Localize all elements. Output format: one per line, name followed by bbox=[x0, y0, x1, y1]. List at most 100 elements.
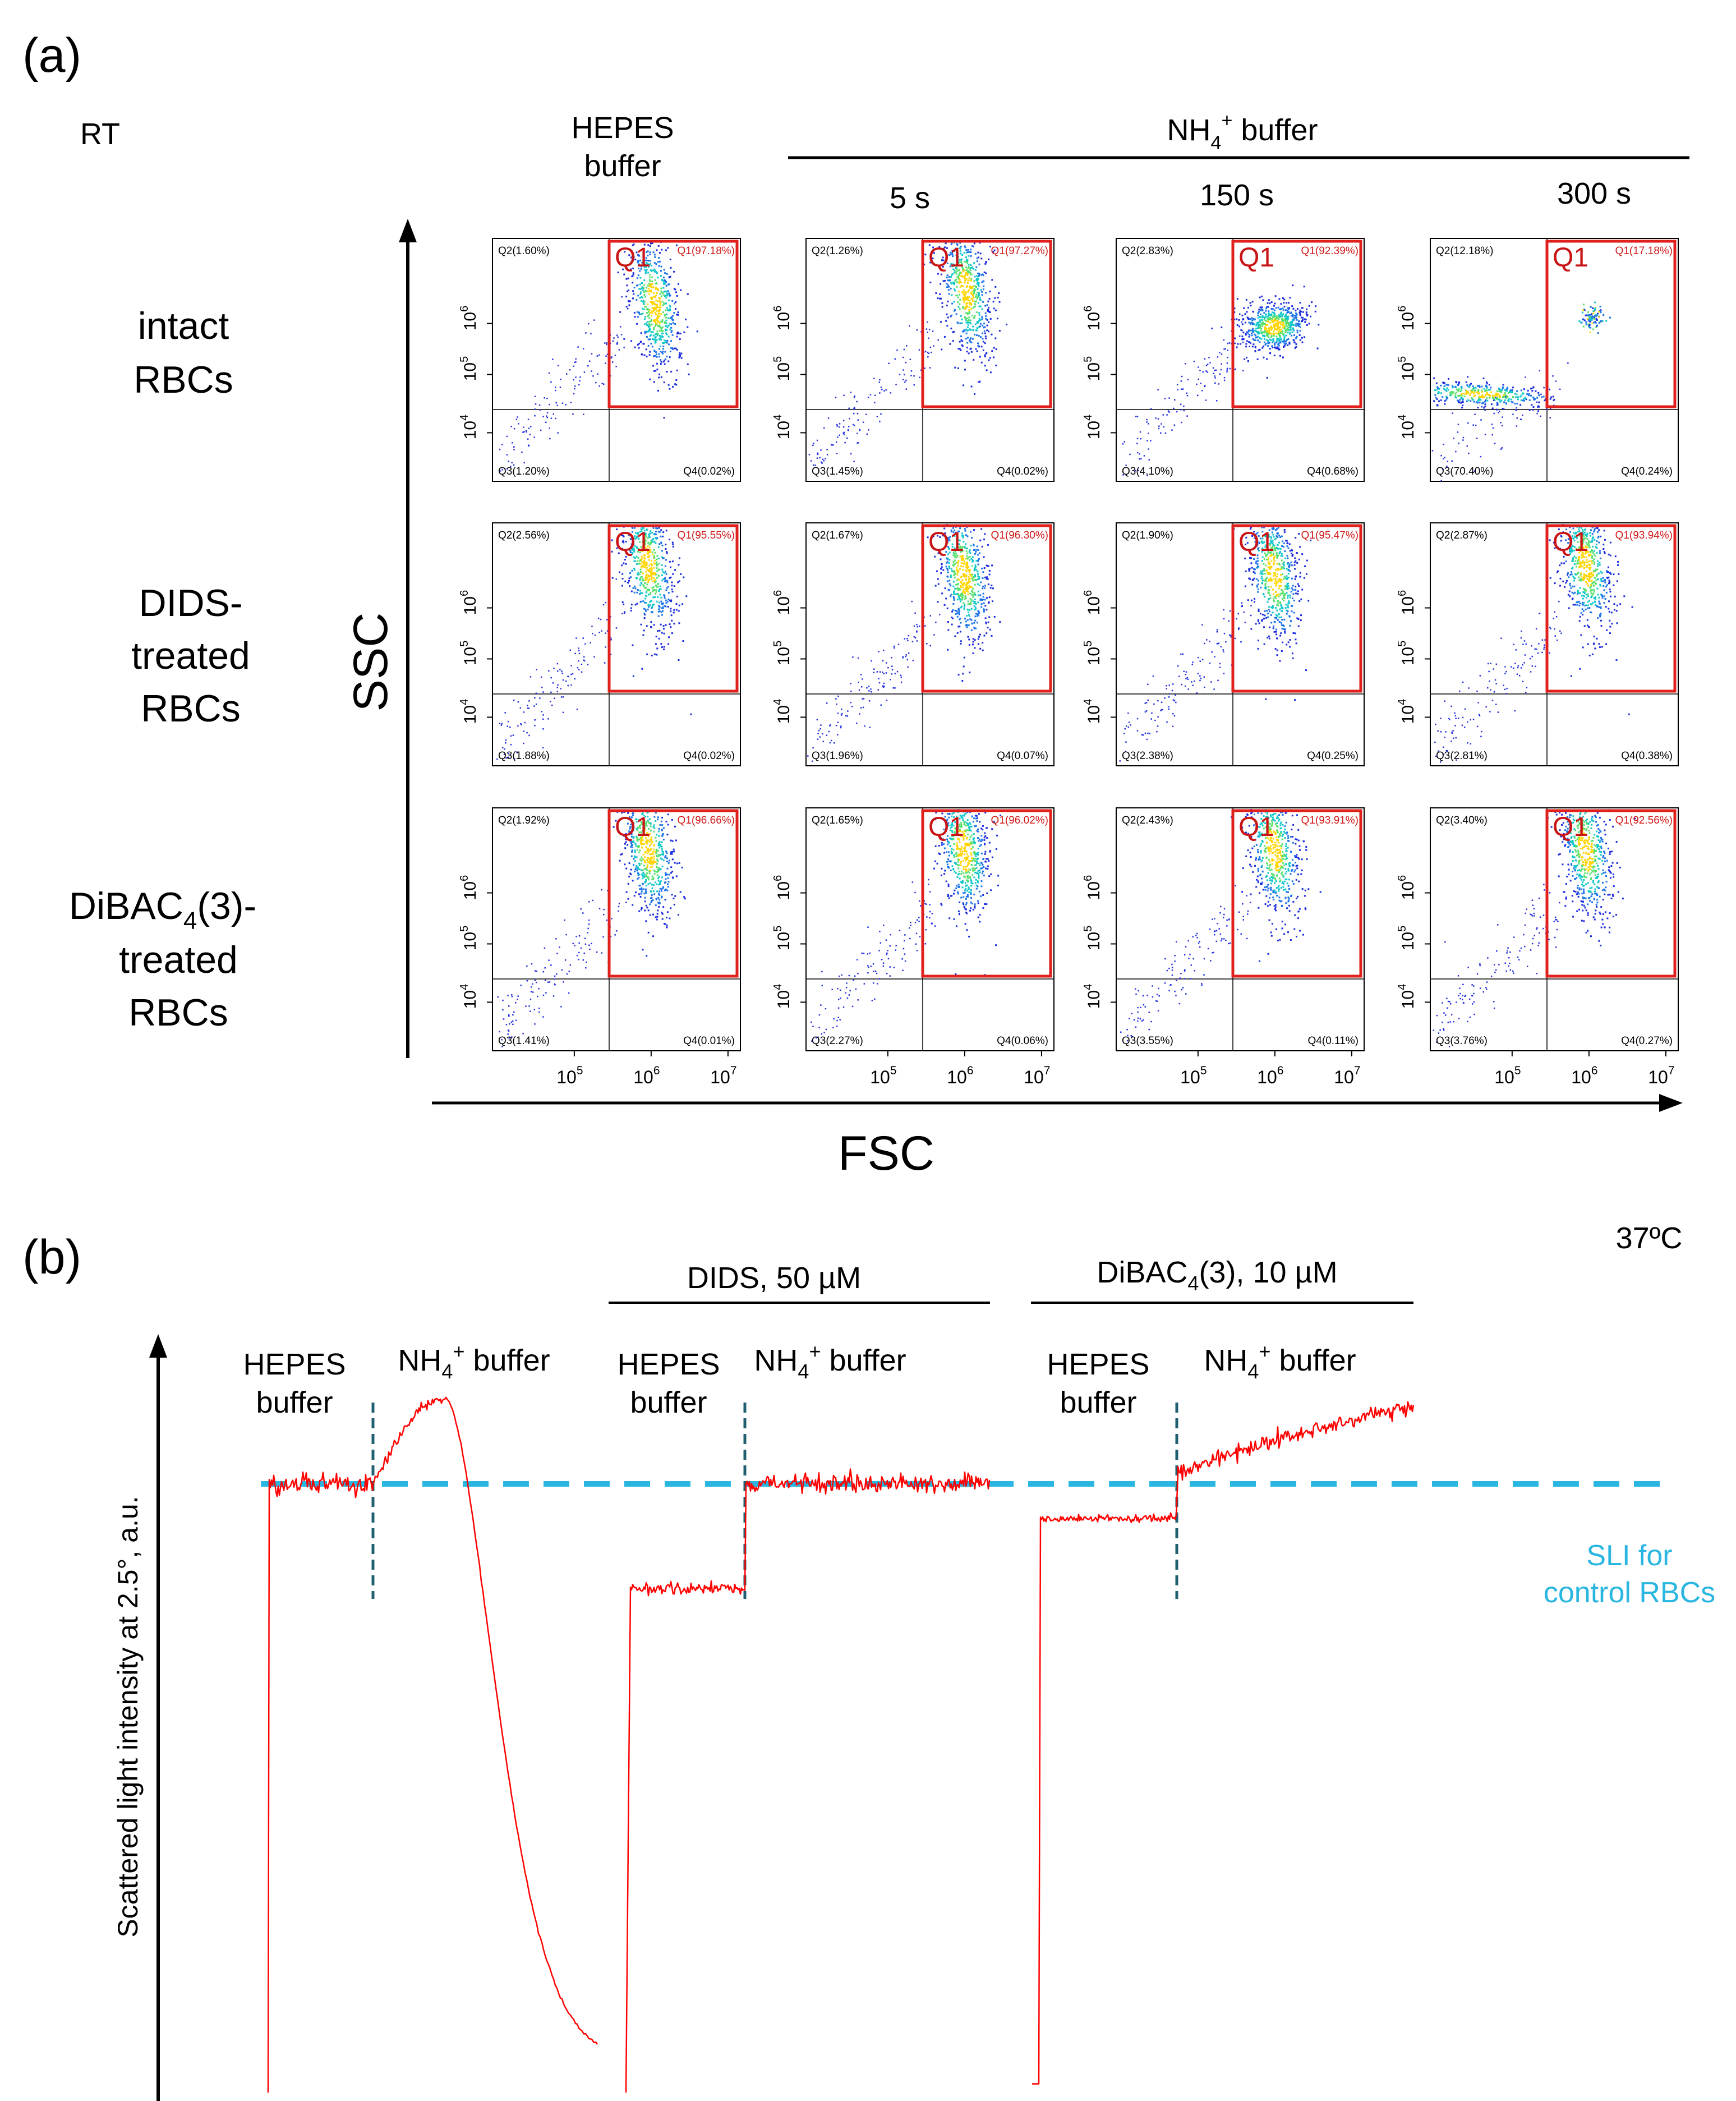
cell-event bbox=[957, 587, 959, 589]
cell-event bbox=[650, 540, 652, 542]
debris-event bbox=[933, 345, 934, 347]
cell-event bbox=[1288, 307, 1291, 309]
cell-event bbox=[670, 614, 673, 617]
cell-event bbox=[1280, 604, 1282, 606]
cell-event bbox=[1271, 527, 1273, 530]
cell-event bbox=[1292, 327, 1294, 329]
cell-event bbox=[1266, 333, 1268, 335]
cell-event bbox=[650, 600, 652, 602]
cell-event bbox=[653, 589, 656, 591]
cell-event bbox=[624, 251, 626, 253]
debris-event bbox=[577, 346, 579, 348]
cell-event bbox=[1286, 545, 1288, 547]
debris-event bbox=[816, 457, 818, 459]
debris-event bbox=[560, 688, 561, 689]
cell-event bbox=[664, 605, 666, 607]
debris-event bbox=[853, 412, 855, 415]
cell-event bbox=[970, 337, 972, 339]
col-header-hepes-2: buffer bbox=[584, 149, 661, 183]
cell-event bbox=[956, 242, 958, 245]
cell-event bbox=[970, 267, 973, 269]
debris-event bbox=[928, 337, 929, 339]
cell-event bbox=[1286, 643, 1288, 646]
debris-event bbox=[520, 723, 522, 725]
cell-event bbox=[957, 593, 959, 595]
cell-event bbox=[1284, 331, 1287, 333]
debris-event bbox=[1172, 699, 1175, 701]
cell-event bbox=[976, 545, 978, 548]
debris-event bbox=[604, 342, 606, 344]
cell-event bbox=[962, 566, 964, 568]
y-tick-label: 105 bbox=[1396, 356, 1417, 381]
cell-event bbox=[1288, 302, 1290, 304]
cell-event bbox=[1489, 394, 1491, 397]
cell-event bbox=[1242, 338, 1245, 341]
cell-event bbox=[642, 566, 644, 568]
cell-event bbox=[961, 579, 964, 581]
cell-event bbox=[967, 600, 969, 603]
cell-event bbox=[1463, 396, 1466, 398]
cell-event bbox=[1467, 376, 1468, 378]
debris-event bbox=[1237, 628, 1240, 630]
debris-event bbox=[1500, 422, 1502, 424]
cell-event bbox=[1262, 299, 1264, 301]
cell-event bbox=[937, 273, 939, 275]
cell-event bbox=[666, 293, 669, 295]
cell-event bbox=[983, 602, 985, 604]
cell-event bbox=[1270, 339, 1272, 341]
cell-event bbox=[1473, 389, 1476, 392]
cell-event bbox=[1259, 316, 1261, 318]
cell-event bbox=[1270, 560, 1273, 562]
row-label-dibac-2: treated bbox=[119, 939, 238, 981]
cell-event bbox=[671, 318, 673, 320]
debris-event bbox=[857, 442, 858, 444]
debris-event bbox=[1453, 438, 1454, 439]
cell-event bbox=[660, 297, 662, 300]
cell-event bbox=[989, 587, 992, 589]
cell-event bbox=[1304, 321, 1306, 323]
cell-event bbox=[1587, 318, 1589, 320]
cell-event bbox=[960, 595, 962, 597]
cell-event bbox=[1288, 333, 1291, 335]
cell-event bbox=[642, 546, 644, 549]
cell-event bbox=[967, 588, 969, 590]
cell-event bbox=[1269, 332, 1272, 334]
debris-event bbox=[1475, 424, 1477, 426]
cell-event bbox=[676, 369, 678, 371]
cell-event bbox=[1291, 305, 1293, 307]
cell-event bbox=[966, 297, 969, 300]
cell-event bbox=[1500, 390, 1502, 393]
cell-event bbox=[666, 580, 669, 582]
cell-event bbox=[1472, 387, 1475, 389]
cell-event bbox=[1512, 396, 1514, 398]
debris-event bbox=[1161, 709, 1163, 711]
cell-event bbox=[1245, 333, 1247, 335]
debris-event bbox=[905, 379, 907, 381]
cell-event bbox=[950, 529, 952, 531]
cell-event bbox=[636, 311, 638, 313]
debris-event bbox=[1440, 454, 1442, 457]
cell-event bbox=[971, 300, 974, 302]
cell-event bbox=[1276, 346, 1278, 348]
cell-event bbox=[662, 606, 664, 608]
cell-event bbox=[964, 562, 965, 564]
col-header-150s: 150 s bbox=[1200, 178, 1274, 212]
cell-event bbox=[1572, 527, 1574, 530]
cell-event bbox=[632, 553, 634, 555]
cell-event bbox=[1457, 390, 1459, 392]
scatter-points bbox=[1431, 301, 1611, 481]
cell-event bbox=[1462, 398, 1464, 400]
cell-event bbox=[1255, 560, 1258, 563]
cell-event bbox=[1280, 585, 1282, 587]
cell-event bbox=[1486, 393, 1488, 395]
cell-event bbox=[1270, 549, 1273, 551]
cell-event bbox=[972, 580, 974, 582]
debris-event bbox=[862, 706, 864, 709]
cell-event bbox=[658, 608, 660, 610]
cell-event bbox=[989, 311, 991, 313]
cell-event bbox=[661, 333, 662, 334]
debris-event bbox=[1146, 440, 1148, 442]
cell-event bbox=[964, 587, 966, 589]
cell-event bbox=[1520, 389, 1522, 392]
cell-event bbox=[1273, 597, 1274, 599]
